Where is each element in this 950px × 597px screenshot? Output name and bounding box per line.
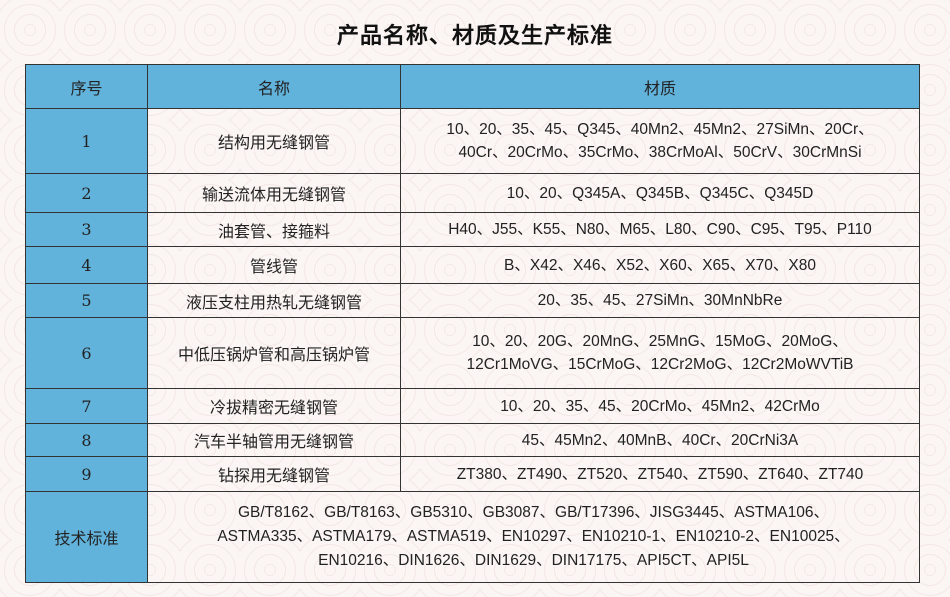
material-line: B、X42、X46、X52、X60、X65、X70、X80 [504, 256, 816, 274]
row-number: 9 [25, 456, 148, 492]
material-line: 12Cr1MoVG、15CrMoG、12Cr2MoG、12Cr2MoWVTiB [466, 356, 854, 373]
table-row: 9 钻探用无缝钢管 ZT380、ZT490、ZT520、ZT540、ZT590、ZT… [25, 456, 920, 492]
material-cell: 20、35、45、27SiMn、30MnNbRe [400, 283, 920, 318]
material-line: H40、J55、K55、N80、M65、L80、C90、C95、T95、P110 [448, 221, 872, 238]
standards-label: 技术标准 [25, 491, 148, 583]
product-name: 中低压锅炉管和高压锅炉管 [147, 317, 401, 389]
table-row: 2 输送流体用无缝钢管 10、20、Q345A、Q345B、Q345C、Q345D [25, 173, 920, 213]
product-name: 液压支柱用热轧无缝钢管 [147, 283, 401, 318]
table-row: 1 结构用无缝钢管 10、20、35、45、Q345、40Mn2、45Mn2、27S… [25, 108, 920, 174]
table-row: 3 油套管、接箍料 H40、J55、K55、N80、M65、L80、C90、C95、… [25, 212, 920, 247]
row-number: 4 [25, 246, 148, 284]
header-name: 名称 [147, 64, 401, 109]
standards-row: 技术标准 GB/T8162、GB/T8163、GB5310、GB3087、GB/T… [25, 491, 920, 583]
row-number: 5 [25, 283, 148, 318]
material-line: 10、20、35、45、Q345、40Mn2、45Mn2、27SiMn、20Cr… [446, 121, 874, 138]
material-line: 10、20、Q345A、Q345B、Q345C、Q345D [506, 184, 814, 202]
material-cell: 10、20、Q345A、Q345B、Q345C、Q345D [400, 173, 920, 213]
header-no: 序号 [25, 64, 148, 109]
material-line: 40Cr、20CrMo、35CrMo、38CrMoAl、50CrV、30CrMn… [458, 144, 862, 161]
table-row: 7 冷拔精密无缝钢管 10、20、35、45、20CrMo、45Mn2、42CrMo [25, 388, 920, 424]
table-row: 4 管线管 B、X42、X46、X52、X60、X65、X70、X80 [25, 246, 920, 284]
row-number: 6 [25, 317, 148, 389]
standard-line: ASTMA335、ASTMA179、ASTMA519、EN10297、EN102… [217, 528, 850, 545]
table-header-row: 序号 名称 材质 [25, 64, 920, 109]
product-name: 输送流体用无缝钢管 [147, 173, 401, 213]
table-row: 6 中低压锅炉管和高压锅炉管 10、20、20G、20MnG、25MnG、15MoG… [25, 317, 920, 389]
material-line: 20、35、45、27SiMn、30MnNbRe [537, 292, 783, 309]
material-cell: H40、J55、K55、N80、M65、L80、C90、C95、T95、P110 [400, 212, 920, 247]
material-cell: 45、45Mn2、40MnB、40Cr、20CrNi3A [400, 423, 920, 457]
material-cell: B、X42、X46、X52、X60、X65、X70、X80 [400, 246, 920, 284]
material-line: 10、20、20G、20MnG、25MnG、15MoG、20MoG、 [472, 333, 848, 350]
product-name: 钻探用无缝钢管 [147, 456, 401, 492]
row-number: 1 [25, 108, 148, 174]
product-name: 油套管、接箍料 [147, 212, 401, 247]
row-number: 2 [25, 173, 148, 213]
standards-cell: GB/T8162、GB/T8163、GB5310、GB3087、GB/T1739… [147, 491, 920, 583]
row-number: 3 [25, 212, 148, 247]
material-cell: 10、20、35、45、Q345、40Mn2、45Mn2、27SiMn、20Cr… [400, 108, 920, 174]
product-name: 汽车半轴管用无缝钢管 [147, 423, 401, 457]
standard-line: EN10216、DIN1626、DIN1629、DIN17175、API5CT、… [318, 552, 749, 569]
product-name: 冷拔精密无缝钢管 [147, 388, 401, 424]
row-number: 7 [25, 388, 148, 424]
standard-line: GB/T8162、GB/T8163、GB5310、GB3087、GB/T1739… [237, 504, 829, 521]
material-cell: 10、20、35、45、20CrMo、45Mn2、42CrMo [400, 388, 920, 424]
material-line: 10、20、35、45、20CrMo、45Mn2、42CrMo [500, 397, 820, 415]
product-name: 管线管 [147, 246, 401, 284]
material-line: 45、45Mn2、40MnB、40Cr、20CrNi3A [521, 431, 799, 449]
table-row: 5 液压支柱用热轧无缝钢管 20、35、45、27SiMn、30MnNbRe [25, 283, 920, 318]
page-title: 产品名称、材质及生产标准 [336, 24, 613, 49]
product-name: 结构用无缝钢管 [147, 108, 401, 174]
material-cell: 10、20、20G、20MnG、25MnG、15MoG、20MoG、 12Cr1M… [400, 317, 920, 389]
header-material: 材质 [400, 64, 920, 109]
product-table: 序号 名称 材质 1 结构用无缝钢管 10、20、35、45、Q345、40Mn2、… [25, 64, 920, 583]
material-line: ZT380、ZT490、ZT520、ZT540、ZT590、ZT640、ZT74… [456, 465, 864, 483]
table-row: 8 汽车半轴管用无缝钢管 45、45Mn2、40MnB、40Cr、20CrNi3A [25, 423, 920, 457]
material-cell: ZT380、ZT490、ZT520、ZT540、ZT590、ZT640、ZT74… [400, 456, 920, 492]
row-number: 8 [25, 423, 148, 457]
